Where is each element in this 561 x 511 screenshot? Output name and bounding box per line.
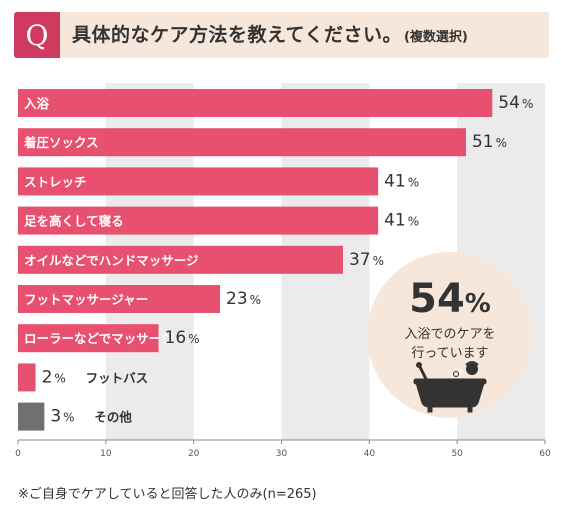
bar-category-label: 着圧ソックス <box>23 135 99 150</box>
bar-value-label: 41% <box>384 171 419 191</box>
bar-category-label: 足を高くして寝る <box>24 214 124 229</box>
bar <box>18 363 36 392</box>
question-header: Q 具体的なケア方法を教えてください。 (複数選択) <box>14 12 549 58</box>
bar-value-label: 41% <box>384 211 419 231</box>
x-tick-label: 40 <box>364 449 376 459</box>
callout-circle <box>367 252 533 418</box>
bar-category-label: ストレッチ <box>24 174 87 189</box>
x-tick-label: 10 <box>100 449 112 459</box>
bar-value-label: 3% <box>50 407 74 427</box>
bar-category-label: フットバス <box>86 370 149 385</box>
x-tick-label: 60 <box>539 449 551 459</box>
bar-value-label: 51% <box>472 132 507 152</box>
callout-value: 54% <box>409 276 491 322</box>
bar-category-label: その他 <box>94 410 132 425</box>
bar <box>18 245 343 274</box>
question-title-wrap: 具体的なケア方法を教えてください。 (複数選択) <box>72 12 468 58</box>
callout-line1: 入浴でのケアを <box>404 327 495 342</box>
bar <box>18 128 466 157</box>
question-title: 具体的なケア方法を教えてください。 <box>72 24 402 46</box>
question-badge: Q <box>14 12 60 58</box>
x-tick-label: 0 <box>15 449 21 459</box>
x-tick-label: 50 <box>451 449 463 459</box>
bar-category-label: オイルなどでハンドマッサージ <box>24 253 199 268</box>
bar-value-label: 37% <box>349 250 384 270</box>
callout-line2: 行っています <box>411 346 488 361</box>
bar <box>18 89 493 117</box>
bar-category-label: フットマッサージャー <box>24 292 148 307</box>
bar-value-label: 16% <box>165 328 200 348</box>
bar-value-label: 54% <box>498 93 533 113</box>
bar <box>18 206 379 235</box>
x-tick-label: 30 <box>276 449 288 459</box>
footnote: ※ご自身でケアしていると回答した人のみ(n=265) <box>18 487 317 502</box>
bathtub-icon <box>413 361 487 413</box>
bar-value-label: 23% <box>226 289 261 309</box>
bar <box>18 167 379 196</box>
question-subtitle: (複数選択) <box>403 30 468 45</box>
bar-category-label: ローラーなどでマッサージ <box>24 331 174 346</box>
bar-category-label: 入浴 <box>24 96 50 111</box>
bar <box>18 324 159 353</box>
x-tick-label: 20 <box>188 449 200 459</box>
bar <box>18 402 45 431</box>
bar-value-label: 2% <box>42 367 66 387</box>
bar <box>18 285 221 313</box>
